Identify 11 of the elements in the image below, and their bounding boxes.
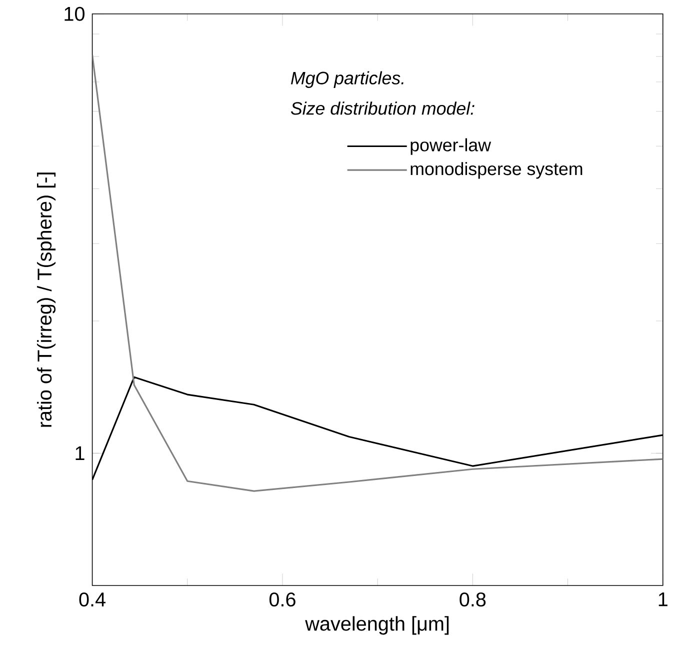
x-tick-label: 0.6 [269, 592, 296, 607]
annotation: MgO particles. [290, 71, 404, 88]
x-tick-label: 0.4 [79, 592, 106, 607]
x-tick-label: 1 [658, 592, 668, 606]
annotation: Size distribution model: [290, 102, 474, 115]
legend-label: monodisperse system [410, 162, 582, 179]
x-tick-label: 0.8 [460, 592, 486, 607]
y-tick-label: 10 [64, 6, 84, 21]
y-axis-title: ratio of T(irreg) / T(sphere) [-] [37, 172, 56, 427]
legend-label: power-law [410, 138, 492, 155]
x-axis-title: wavelength [μm] [305, 616, 449, 635]
